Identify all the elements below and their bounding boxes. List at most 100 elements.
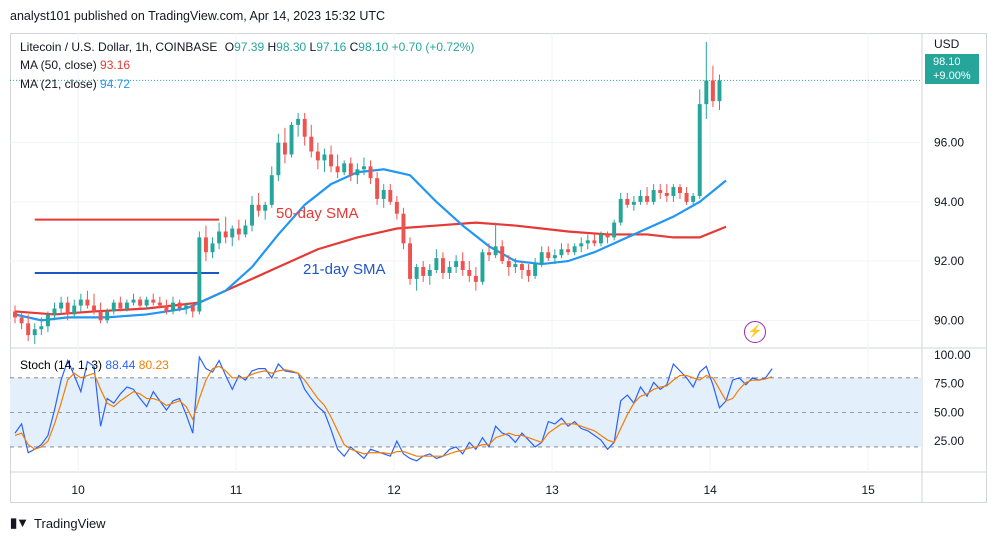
candle-body [223,231,228,238]
candle-body [217,231,222,244]
x-tick-label: 15 [861,483,875,497]
candle-body [612,222,617,238]
ma21-label: MA (21, close) [20,77,97,91]
y-tick-label: 90.00 [934,313,964,327]
low-label: L [309,40,317,54]
stoch-label: Stoch (14, 1, 3) [20,358,103,372]
candle-body [381,190,386,199]
candle-body [302,118,307,137]
candle-body [427,269,432,276]
lightning-icon[interactable]: ⚡ [744,321,766,343]
candle-body [256,204,261,211]
candle-body [585,240,590,244]
candle-body [414,267,419,279]
candle-body [230,228,235,238]
open-label: O [224,40,235,54]
chart-frame[interactable] [10,33,987,503]
candle-body [454,261,459,268]
stoch-d-value: 80.23 [138,358,169,372]
candle-body [480,252,485,282]
candle-body [342,163,347,173]
candle-body [52,308,57,315]
candle-body [177,302,182,309]
candle-body [691,195,696,202]
candle-body [533,264,538,276]
candle-body [526,269,531,276]
last-price-tag: 98.10 +9.00% [925,54,979,84]
footer: ▮▼ TradingView [10,515,106,531]
candle-body [592,240,597,244]
candle-body [684,192,689,202]
candle-body [124,302,129,309]
candle-body [72,305,77,315]
ma50-label: MA (50, close) [20,58,97,72]
candle-body [26,323,31,336]
candle-body [598,234,603,244]
candle-body [111,302,116,312]
candle-body [78,299,83,306]
candle-body [19,317,24,324]
candle-body [250,204,254,226]
candle-body [157,302,162,306]
candle-body [269,175,274,205]
candle-body [171,302,175,312]
candle-body [638,195,643,202]
candle-body [559,249,564,256]
candle-body [493,246,498,256]
open-value: 97.39 [234,40,265,54]
candle-body [513,264,518,268]
candle-body [276,142,281,176]
candle-body [717,80,722,102]
candle-body [710,80,715,102]
candle-body [315,151,320,161]
tradingview-logo-icon[interactable]: ▮▼ [10,515,29,530]
candle-body [309,136,314,152]
stoch-tick-label: 100.00 [934,348,971,362]
x-tick-label: 11 [230,483,243,497]
close-value: 98.10 [358,40,389,54]
candle-body [625,198,630,205]
candle-body [664,192,669,196]
candle-body [671,187,676,196]
candle-body [645,195,650,202]
footer-brand[interactable]: TradingView [34,515,106,531]
symbol-legend: Litecoin / U.S. Dollar, 1h, COINBASE O97… [20,40,474,54]
candle-body [65,302,70,315]
candle-body [13,311,17,318]
candle-body [197,237,202,312]
sma50-annotation: 50-day SMA [276,205,359,222]
candle-body [236,228,241,235]
candle-body [388,190,393,202]
high-value: 98.30 [276,40,307,54]
candle-body [243,225,248,235]
candle-body [59,302,64,309]
candle-body [658,190,663,193]
y-tick-label: 94.00 [934,195,964,209]
ma50-legend: MA (50, close) 93.16 [20,58,130,72]
candle-body [296,118,301,125]
candle-body [487,252,492,256]
candle-body [92,305,96,312]
stoch-legend: Stoch (14, 1, 3) 88.44 80.23 [20,358,169,372]
stoch-tick-label: 25.00 [934,434,964,448]
candle-body [138,299,143,306]
candle-body [440,258,445,273]
candle-body [32,329,37,336]
published-line: analyst101 published on TradingView.com,… [10,9,386,23]
candle-body [421,267,426,276]
candle-body [118,302,123,309]
candle-body [329,154,334,167]
candle-body [375,178,380,199]
candle-body [605,234,610,238]
high-label: H [267,40,277,54]
candle-body [506,261,511,268]
candle-body [190,305,195,312]
candle-body [348,163,353,176]
ma-line [14,168,727,322]
candle-body [203,237,208,253]
candle-body [678,187,682,193]
x-tick-label: 13 [545,483,559,497]
low-value: 97.16 [316,40,347,54]
candle-body [361,166,366,170]
